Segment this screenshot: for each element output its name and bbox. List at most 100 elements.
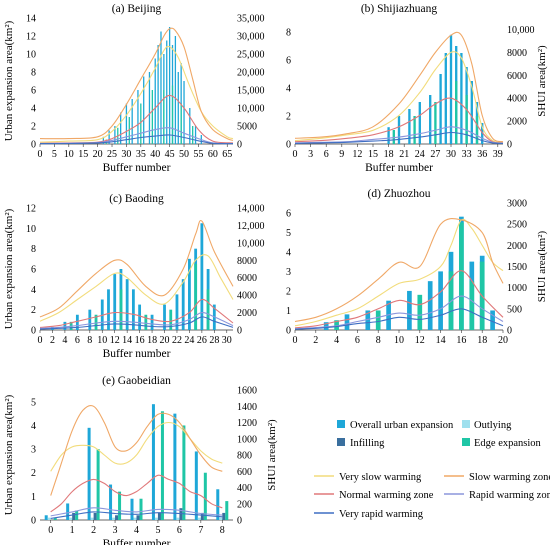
bar-overall (168, 27, 171, 144)
y2-tick-label: 6000 (237, 273, 257, 284)
y2-axis-label: SHUI area(km²) (536, 45, 548, 117)
y2-tick-label: 800 (237, 451, 252, 462)
bar-overall (87, 427, 91, 520)
bar-edge (206, 289, 210, 330)
bar-overall (131, 289, 135, 330)
series-line-rapid (294, 126, 504, 144)
y-tick-label: 8 (31, 68, 36, 79)
bar-overall (88, 309, 92, 330)
series-line-normal (294, 97, 504, 144)
bar-edge (140, 103, 142, 144)
bar-infilling (93, 512, 97, 520)
x-tick-label: 2 (91, 525, 96, 536)
y-tick-label: 0 (31, 140, 36, 151)
x-tick-label: 33 (462, 149, 472, 160)
x-tick-label: 39 (493, 149, 503, 160)
series-line-normal (50, 474, 223, 513)
y2-tick-label: 0 (237, 326, 242, 337)
bar-overall (137, 90, 139, 144)
x-tick-label: 6 (177, 525, 182, 536)
lines-group (294, 218, 504, 330)
y2-tick-label: 600 (237, 467, 252, 478)
y-tick-label: 12 (26, 204, 36, 215)
bar-edge (434, 102, 437, 144)
bar-overall (174, 36, 177, 144)
bar-edge (144, 314, 148, 330)
panel-title: (a) Beijing (112, 3, 162, 15)
y-tick-label: 4 (286, 84, 291, 95)
panel-title: (e) Gaobeidian (102, 375, 171, 387)
y-axis-label: Urban expansion area(km²) (3, 208, 15, 329)
legend-label-slow: Slow warming zone (469, 472, 550, 483)
y2-axis-label: SHUI area(km²) (266, 419, 278, 491)
bar-overall (131, 99, 133, 144)
x-tick-label: 6 (75, 335, 80, 346)
bar-overall (323, 322, 329, 330)
x-tick-label: 18 (477, 335, 487, 346)
legend-swatch-outlying (462, 420, 470, 428)
bar-edge (465, 95, 468, 144)
series-line-rapid (50, 507, 223, 517)
bar-edge (119, 289, 123, 330)
bar-edge (182, 425, 186, 520)
x-tick-label: 60 (208, 149, 218, 160)
x-tick-label: 6 (355, 335, 360, 346)
bar-overall (449, 34, 453, 144)
bar-overall (429, 95, 432, 144)
x-tick-label: 28 (209, 335, 219, 346)
legend-label-very-rapid: Very rapid warming (339, 509, 424, 520)
bar-overall (188, 258, 191, 330)
y-tick-label: 14 (26, 14, 36, 25)
y-tick-label: 1 (286, 306, 291, 317)
bar-infilling (115, 515, 119, 520)
bar-outlying (133, 517, 137, 520)
y2-tick-label: 14,000 (237, 204, 265, 215)
bar-overall (108, 130, 110, 144)
y2-tick-label: 10,000 (237, 104, 265, 115)
x-tick-label: 16 (456, 335, 466, 346)
bar-edge (417, 294, 423, 330)
series-line-very_slow (39, 45, 234, 143)
y2-tick-label: 200 (237, 499, 252, 510)
legend: Overall urban expansion Outlying Infilli… (314, 420, 550, 520)
y-tick-label: 0 (286, 140, 291, 151)
y2-tick-label: 4000 (237, 291, 257, 302)
bar-edge (334, 320, 339, 330)
y2-tick-label: 0 (507, 326, 512, 337)
bar-overall (130, 498, 134, 520)
panel-title: (b) Shijiazhuang (361, 3, 438, 15)
series-line-slow (294, 218, 504, 323)
x-tick-label: 24 (415, 149, 425, 160)
bar-edge (225, 501, 229, 520)
x-tick-label: 2 (50, 335, 55, 346)
bar-edge (53, 517, 57, 520)
x-tick-label: 4 (62, 335, 67, 346)
bars-group (323, 216, 495, 330)
series-line-very_slow (50, 421, 223, 472)
bar-infilling (72, 512, 76, 520)
x-tick-label: 50 (179, 149, 189, 160)
lines-group (39, 27, 234, 145)
x-tick-label: 30 (446, 149, 456, 160)
y2-tick-label: 400 (237, 483, 252, 494)
x-tick-label: 9 (339, 149, 344, 160)
y2-tick-label: 4000 (507, 94, 527, 105)
lines-group (39, 219, 234, 330)
y-tick-label: 5 (31, 397, 36, 408)
bar-outlying (197, 517, 201, 520)
x-tick-label: 0 (38, 335, 43, 346)
series-line-slow (294, 31, 504, 143)
bar-infilling (222, 512, 226, 520)
x-tick-label: 16 (135, 335, 145, 346)
bar-overall (470, 81, 473, 144)
bar-edge (118, 491, 122, 520)
bar-overall (200, 223, 204, 330)
y2-tick-label: 8000 (237, 256, 257, 267)
x-tick-label: 24 (184, 335, 194, 346)
bar-edge (169, 309, 173, 330)
legend-label-infilling: Infilling (350, 438, 385, 449)
bar-overall (150, 314, 154, 330)
bar-edge (192, 126, 194, 144)
bar-edge (475, 116, 479, 144)
